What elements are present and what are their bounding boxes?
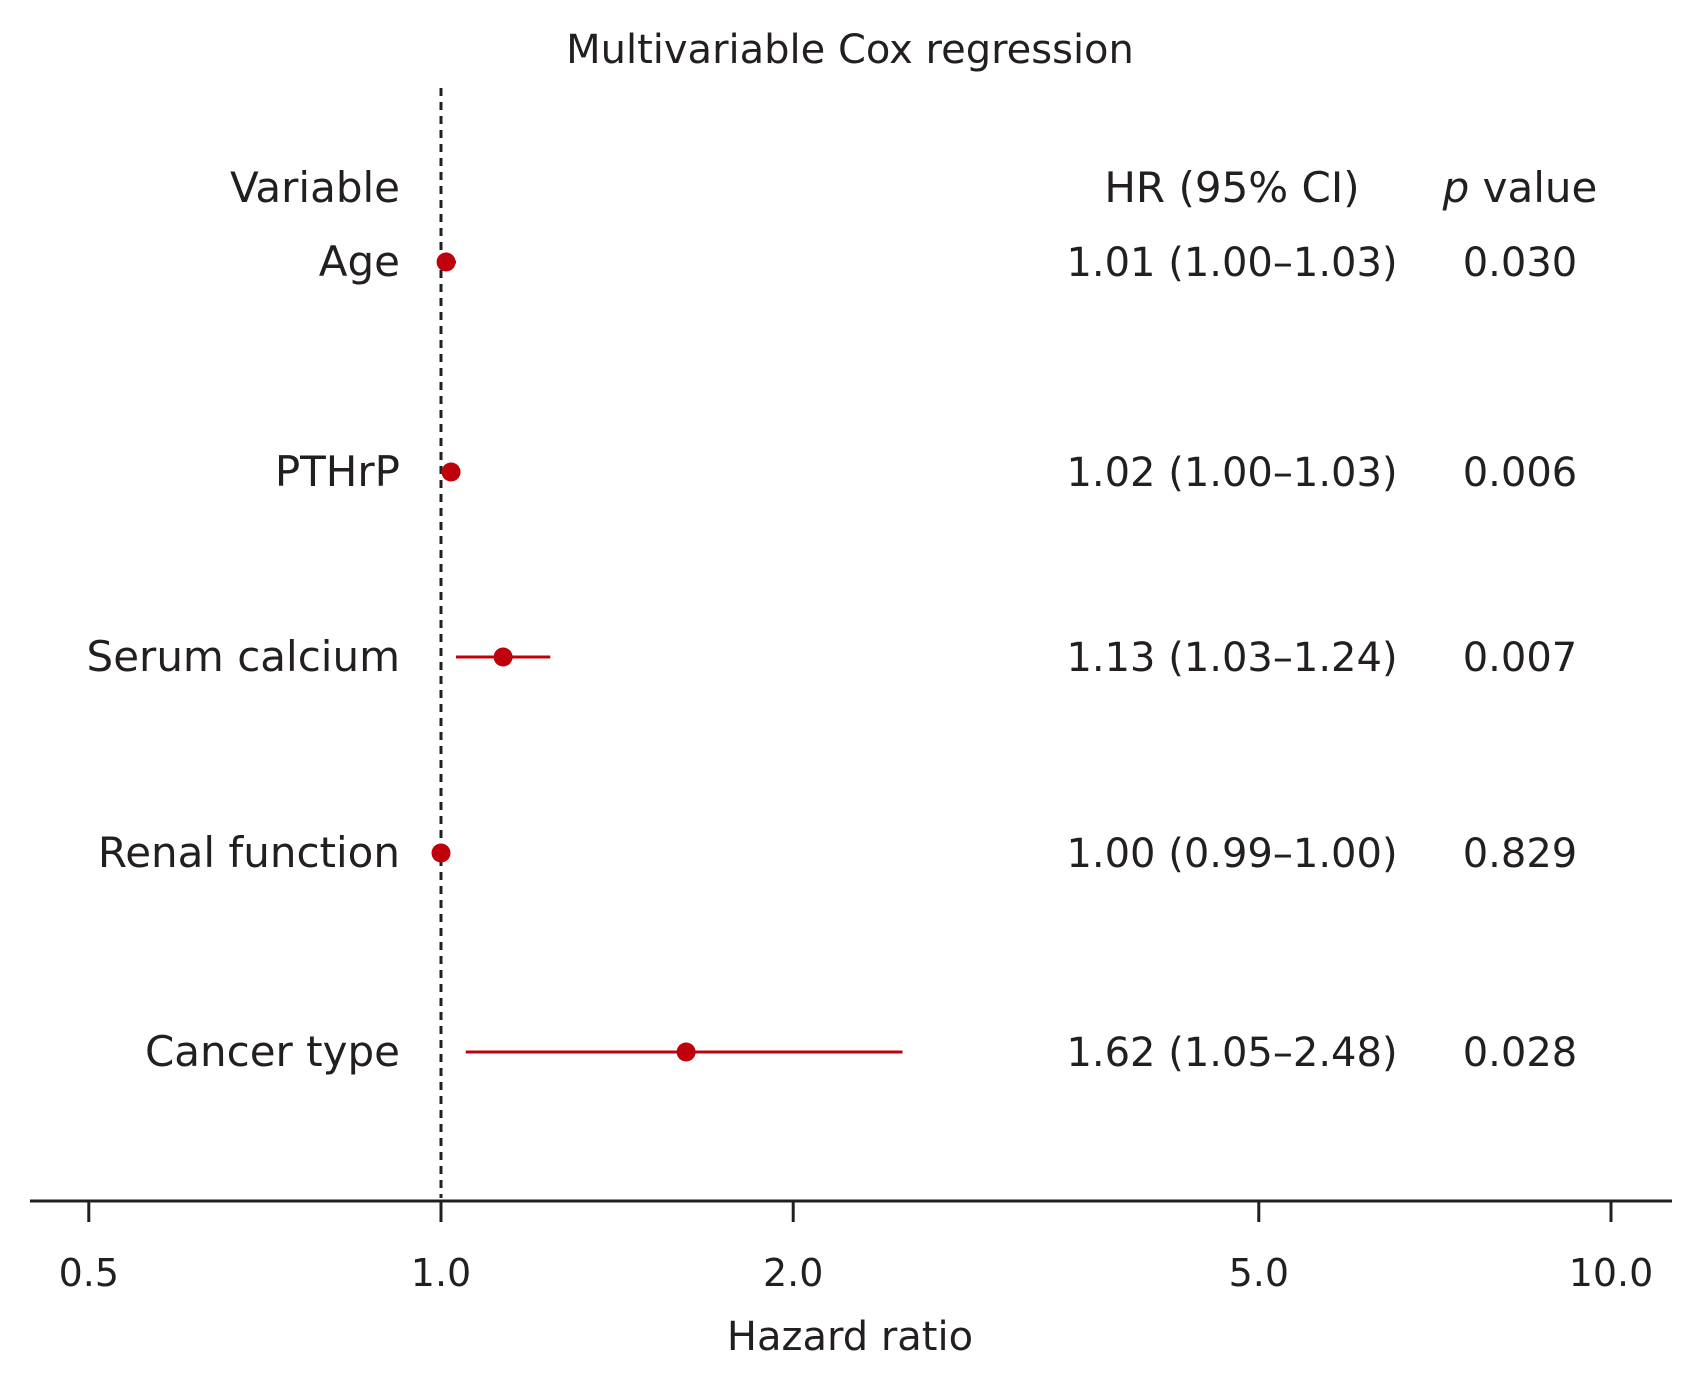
x-axis-label: Hazard ratio <box>727 1314 973 1360</box>
hr-ci-text: 1.02 (1.00–1.03) <box>1066 450 1397 496</box>
x-tick-label: 5.0 <box>1229 1251 1289 1295</box>
forest-row: Renal function 1.00 (0.99–1.00) 0.829 <box>98 828 1577 877</box>
x-axis-ticks: 0.5 1.0 2.0 5.0 10.0 <box>59 1201 1654 1295</box>
point-estimate <box>431 843 451 863</box>
point-estimate <box>436 252 456 272</box>
p-italic: p <box>1442 163 1470 212</box>
hr-ci-text: 1.62 (1.05–2.48) <box>1066 1030 1397 1076</box>
p-value-text: 0.829 <box>1463 831 1578 877</box>
chart-title: Multivariable Cox regression <box>566 27 1134 73</box>
p-value-text: 0.030 <box>1463 240 1578 286</box>
forest-row: Cancer type 1.62 (1.05–2.48) 0.028 <box>145 1027 1577 1076</box>
variable-label: PTHrP <box>275 447 400 496</box>
p-rest: value <box>1469 163 1597 212</box>
column-header-p-value: p value <box>1442 163 1598 212</box>
forest-row: Age 1.01 (1.00–1.03) 0.030 <box>319 237 1577 286</box>
point-estimate <box>493 647 513 667</box>
x-tick-label: 1.0 <box>411 1251 471 1295</box>
hr-ci-text: 1.01 (1.00–1.03) <box>1066 240 1397 286</box>
variable-label: Renal function <box>98 828 400 877</box>
variable-label: Cancer type <box>145 1027 400 1076</box>
variable-label: Age <box>319 237 400 286</box>
x-tick-label: 0.5 <box>59 1251 119 1295</box>
x-tick-label: 10.0 <box>1569 1251 1654 1295</box>
hr-ci-text: 1.13 (1.03–1.24) <box>1066 635 1397 681</box>
p-value-text: 0.007 <box>1463 635 1578 681</box>
column-header-variable: Variable <box>230 163 400 212</box>
column-header-hr: HR (95% CI) <box>1104 163 1359 212</box>
forest-row: PTHrP 1.02 (1.00–1.03) 0.006 <box>275 447 1577 496</box>
p-value-text: 0.006 <box>1463 450 1578 496</box>
p-value-text: 0.028 <box>1463 1030 1578 1076</box>
hr-ci-text: 1.00 (0.99–1.00) <box>1066 831 1397 877</box>
forest-rows: Age 1.01 (1.00–1.03) 0.030 PTHrP 1.02 (1.00–… <box>87 237 1578 1076</box>
forest-row: Serum calcium 1.13 (1.03–1.24) 0.007 <box>87 632 1578 681</box>
x-tick-label: 2.0 <box>763 1251 823 1295</box>
point-estimate <box>676 1042 696 1062</box>
point-estimate <box>441 462 461 482</box>
variable-label: Serum calcium <box>87 632 400 681</box>
